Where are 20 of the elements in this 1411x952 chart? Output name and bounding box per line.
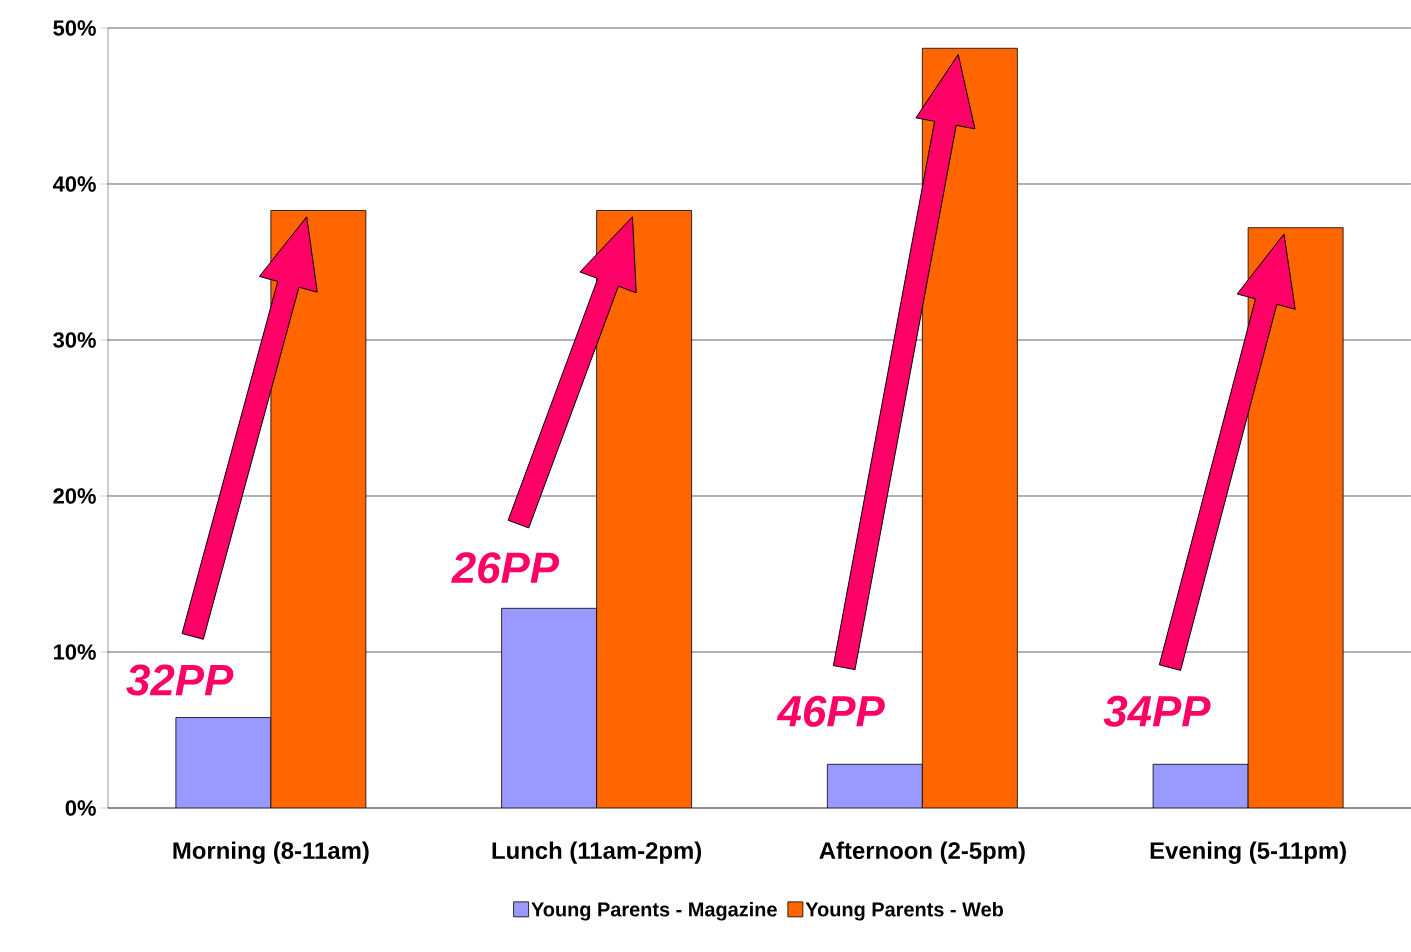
x-tick-label: Morning (8-11am) [173, 841, 369, 864]
y-tick-label: 50% [53, 20, 96, 36]
y-tick-label: 10% [53, 644, 96, 660]
x-tick-label: Afternoon (2-5pm) [819, 841, 1025, 864]
bar [1152, 763, 1249, 808]
annotation: 46PP [776, 695, 885, 727]
y-tick-label: 30% [53, 332, 96, 348]
y-tick-label: 40% [52, 176, 96, 192]
bar [175, 717, 272, 808]
legend-label: Young Parents - Magazine [531, 901, 777, 921]
x-tick-label: Lunch (11am-2pm) [492, 841, 702, 864]
legend-label: Young Parents - Web [805, 901, 1004, 921]
annotation: 32PP [126, 664, 234, 696]
y-tick-label: 20% [53, 488, 96, 504]
annotation: 26PP [451, 552, 560, 584]
x-tick-label: Evening (5-11pm) [1150, 841, 1346, 864]
y-tick-label: 0% [65, 800, 96, 816]
bar [501, 607, 598, 808]
bar [826, 763, 923, 808]
annotation: 34PP [1103, 695, 1211, 727]
